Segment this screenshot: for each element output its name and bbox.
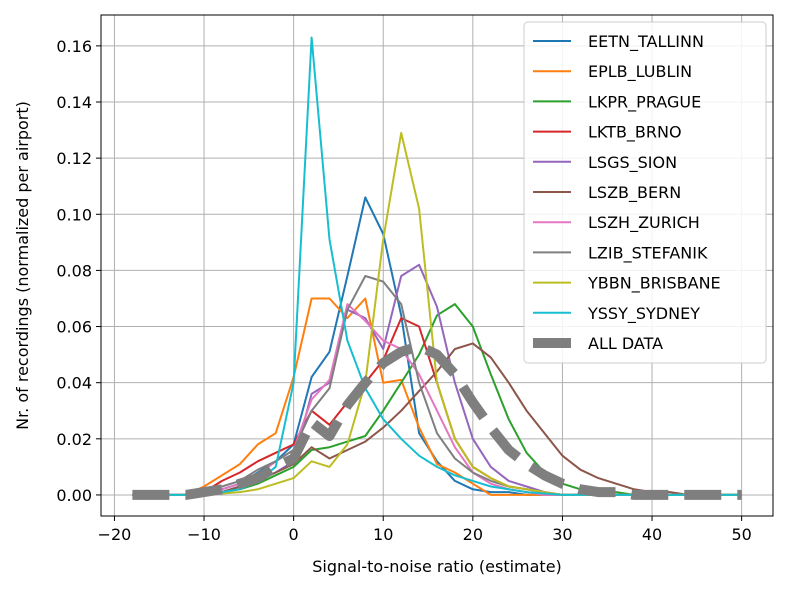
series-line-all-data	[132, 341, 742, 500]
legend-label-eplb-lublin: EPLB_LUBLIN	[588, 62, 692, 82]
x-tick-label: 10	[373, 525, 393, 544]
legend-label-lzib-stefanik: LZIB_STEFANIK	[588, 243, 708, 263]
legend-label-ybbn-brisbane: YBBN_BRISBANE	[587, 274, 721, 294]
y-axis-label: Nr. of recordings (normalized per airpor…	[13, 101, 32, 430]
y-tick-label: 0.12	[56, 149, 92, 168]
x-tick-label: 40	[642, 525, 662, 544]
y-tick-label: 0.02	[56, 430, 92, 449]
legend-label-lszh-zurich: LSZH_ZURICH	[588, 213, 700, 233]
series-lines	[132, 36, 742, 500]
y-tick-label: 0.16	[56, 37, 92, 56]
x-tick-label: 0	[289, 525, 299, 544]
legend: EETN_TALLINN EPLB_LUBLIN LKPR_PRAGUE LKTB_B…	[523, 21, 767, 364]
y-tick-label: 0.10	[56, 205, 92, 224]
y-tick-label: 0.06	[56, 318, 92, 337]
legend-label-yssy-sydney: YSSY_SYDNEY	[587, 304, 700, 324]
y-tick-label: 0.04	[56, 374, 92, 393]
legend-box	[523, 21, 767, 364]
series-line-lszb-bern	[132, 342, 742, 496]
x-tick-label: 20	[463, 525, 483, 544]
legend-label-lkpr-prague: LKPR_PRAGUE	[588, 92, 701, 112]
legend-label-lktb-brno: LKTB_BRNO	[588, 123, 682, 143]
y-tick-label: 0.14	[56, 93, 92, 112]
plot-frame	[100, 14, 774, 517]
x-axis-label: Signal-to-noise ratio (estimate)	[312, 557, 562, 576]
x-tick-label: −20	[98, 525, 132, 544]
x-axis-ticks: −20 −10 0 10 20 30 40 50	[98, 516, 752, 544]
x-tick-label: −10	[187, 525, 221, 544]
legend-label-lszb-bern: LSZB_BERN	[588, 183, 681, 203]
x-tick-label: 50	[731, 525, 751, 544]
y-tick-label: 0.08	[56, 261, 92, 280]
legend-label-eetn-tallinn: EETN_TALLINN	[588, 32, 704, 52]
legend-label-all-data: ALL DATA	[588, 334, 663, 353]
x-tick-label: 30	[552, 525, 572, 544]
y-tick-label: 0.00	[56, 486, 92, 505]
y-axis-ticks: 0.00 0.02 0.04 0.06 0.08 0.10 0.12 0.14 0.16	[56, 37, 101, 505]
legend-label-lsgs-sion: LSGS_SION	[588, 153, 677, 173]
